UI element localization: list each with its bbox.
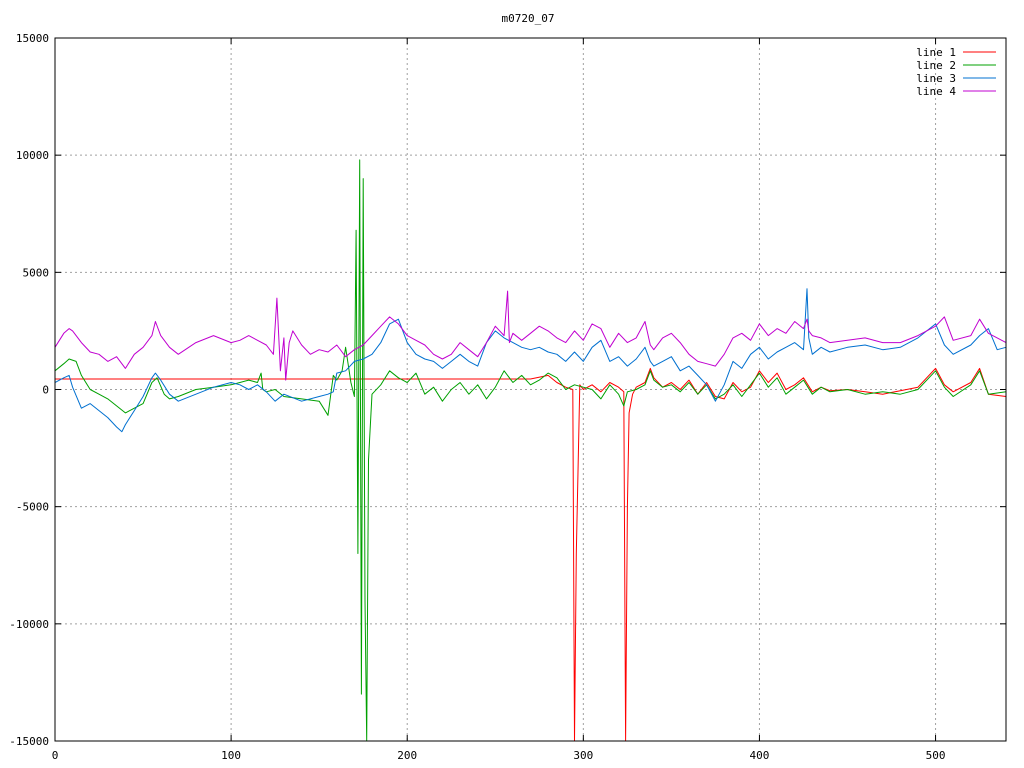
chart-title: m0720_07 — [502, 12, 555, 25]
tick-group: 0 100 200 300 400 500 -15000 -10000 -5000 0 5000 10… — [9, 32, 1006, 762]
y-tick-label: 0 — [42, 384, 49, 397]
series-line-4 — [54, 290, 1007, 381]
legend-label-4: line 4 — [916, 85, 956, 98]
y-tick-label: -10000 — [9, 618, 49, 631]
y-tick-label: 10000 — [16, 149, 49, 162]
x-tick-label: 300 — [573, 749, 593, 762]
y-tick-label: -15000 — [9, 735, 49, 748]
series-line-2 — [54, 159, 1007, 742]
y-tick-label: 5000 — [23, 266, 50, 279]
x-tick-label: 0 — [52, 749, 59, 762]
grid — [55, 38, 1006, 741]
legend-label-3: line 3 — [916, 72, 956, 85]
x-tick-label: 400 — [750, 749, 770, 762]
series-line-1 — [55, 367, 1007, 742]
y-tick-label: 15000 — [16, 32, 49, 45]
x-tick-label: 200 — [397, 749, 417, 762]
legend-label-2: line 2 — [916, 59, 956, 72]
series-line-3 — [54, 288, 1007, 433]
legend-label-1: line 1 — [916, 46, 956, 59]
series-group — [54, 159, 1007, 742]
x-tick-label: 500 — [926, 749, 946, 762]
y-tick-label: -5000 — [16, 501, 49, 514]
x-tick-label: 100 — [221, 749, 241, 762]
